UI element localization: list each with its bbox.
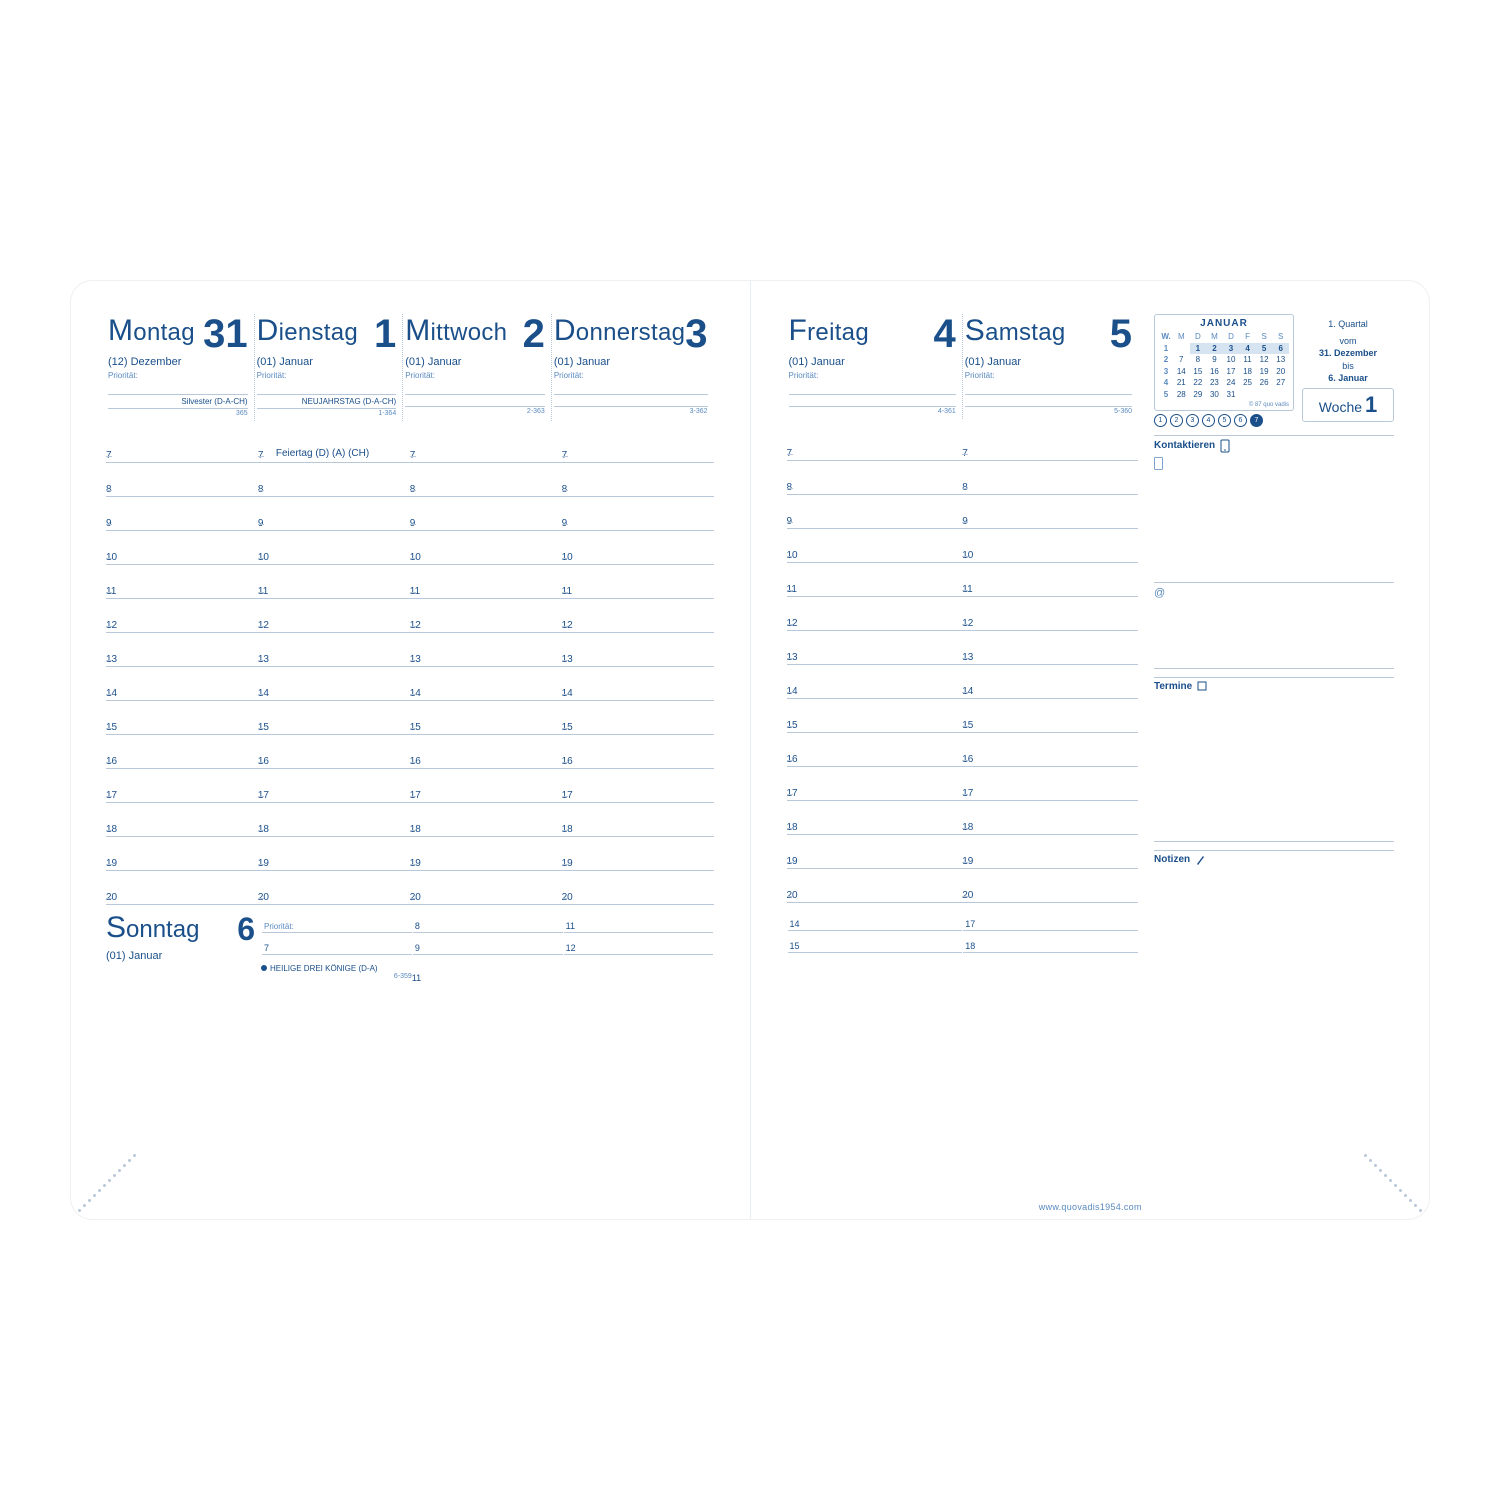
dayhead-sat: Samstag5 (01) Januar Priorität: 5-360 xyxy=(963,314,1138,419)
week-box: Woche1 xyxy=(1302,388,1394,422)
day-of-year: 365 xyxy=(108,409,248,417)
sunday-ext-right: 14151718 xyxy=(787,909,1139,953)
dayhead-row-right: Freitag4 (01) Januar Priorität: 4-361 Sa… xyxy=(787,314,1139,419)
footer-url: www.quovadis1954.com xyxy=(1039,1202,1142,1212)
right-page: Freitag4 (01) Januar Priorität: 4-361 Sa… xyxy=(751,280,1431,1220)
dayhead-row-left: Montag 31 (12) Dezember Priorität: Silve… xyxy=(106,314,714,421)
hour-grid-right xyxy=(787,427,1139,903)
hour-grid-left: Feiertag (D) (A) (CH) xyxy=(106,429,714,905)
planner-spread: Montag 31 (12) Dezember Priorität: Silve… xyxy=(70,280,1430,1220)
sunday-block: Sonntag 6 (01) Januar Priorität:7891112 xyxy=(106,911,714,962)
dayhead-wed: Mittwoch2 (01) Januar Priorität: 2-363 xyxy=(403,314,552,421)
day-sub: (12) Dezember xyxy=(108,356,248,368)
day-event: Silvester (D-A-CH) xyxy=(108,395,248,409)
day-circles: 1234567 xyxy=(1154,414,1294,427)
section-termine: Termine xyxy=(1154,677,1394,842)
dayhead-mon: Montag 31 (12) Dezember Priorität: Silve… xyxy=(106,314,255,421)
phone-icon-small xyxy=(1154,457,1394,473)
sidebar: JANUAR W.MDMDFSS112345627891011121331415… xyxy=(1154,314,1394,1200)
pen-icon xyxy=(1195,854,1205,866)
priority-label: Priorität: xyxy=(108,371,248,395)
day-name: Montag xyxy=(108,314,195,348)
sunday-grid-left: Priorität:7891112 xyxy=(261,911,714,962)
square-icon xyxy=(1197,681,1207,691)
day-number: 31 xyxy=(203,314,248,354)
sunday-event: HEILIGE DREI KÖNIGE (D-A) xyxy=(261,964,714,973)
minical-title: JANUAR xyxy=(1159,318,1289,329)
sunday-number: 6 xyxy=(237,911,255,948)
sunday-name: Sonntag xyxy=(106,911,199,945)
quarter-label: 1. Quartal xyxy=(1302,318,1394,331)
at-symbol: @ xyxy=(1154,587,1394,599)
dayhead-fri: Freitag4 (01) Januar Priorität: 4-361 xyxy=(787,314,963,419)
section-contact: Kontaktieren @ xyxy=(1154,435,1394,669)
mini-calendar: JANUAR W.MDMDFSS112345627891011121331415… xyxy=(1154,314,1294,411)
dayhead-tue: Dienstag1 (01) Januar Priorität: NEUJAHR… xyxy=(255,314,404,421)
dayhead-thu: Donnerstag3 (01) Januar Priorität: 3-362 xyxy=(552,314,714,421)
left-page: Montag 31 (12) Dezember Priorität: Silve… xyxy=(70,280,751,1220)
phone-icon xyxy=(1220,439,1230,453)
section-notizen: Notizen xyxy=(1154,850,1394,986)
